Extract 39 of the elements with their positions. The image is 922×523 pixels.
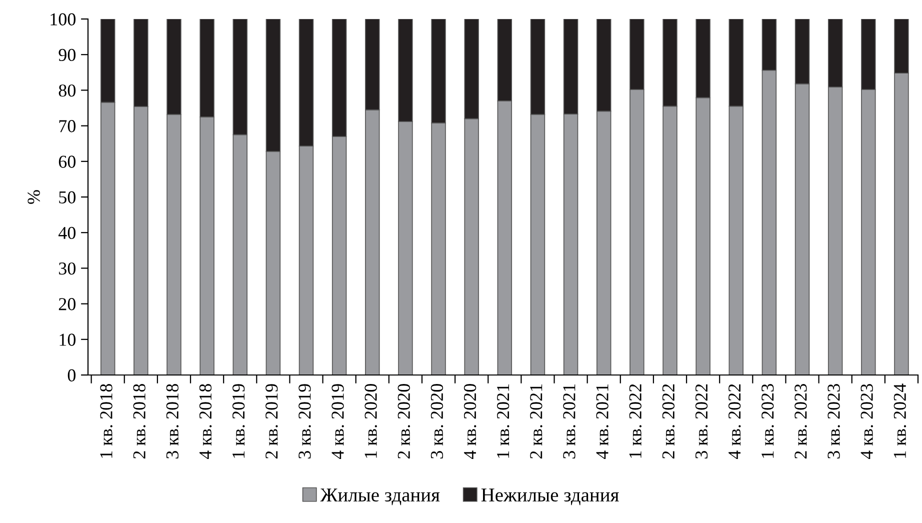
x-tick-label: 3 кв. 2022 <box>695 384 708 458</box>
y-tick-label: 20 <box>58 298 76 310</box>
x-tick-label: 2 кв. 2020 <box>398 384 410 459</box>
x-tick-label: 4 кв. 2022 <box>728 384 741 459</box>
x-tick-label: 3 кв. 2019 <box>298 384 311 458</box>
x-tick-label: 3 кв. 2021 <box>563 384 576 458</box>
x-tick-label: 1 кв. 2022 <box>629 384 642 458</box>
y-axis-title: % <box>28 190 40 204</box>
x-tick-label: 2 кв. 2019 <box>266 384 278 459</box>
x-tick-label: 1 кв. 2023 <box>762 384 774 458</box>
x-tick-label: 4 кв. 2020 <box>464 384 476 459</box>
x-tick-label: 1 кв. 2018 <box>100 384 112 458</box>
y-tick-label: 90 <box>58 48 76 62</box>
y-tick-label: 60 <box>58 156 76 168</box>
x-tick-label: 4 кв. 2021 <box>596 384 608 459</box>
x-tick-label: 3 кв. 2023 <box>828 384 840 458</box>
x-tick-label: 3 кв. 2018 <box>166 384 179 458</box>
y-tick-label: 50 <box>59 191 76 204</box>
x-tick-label: 4 кв. 2018 <box>199 384 212 459</box>
x-tick-label: 4 кв. 2023 <box>860 384 873 459</box>
legend-label: Жилые здания <box>320 488 440 506</box>
y-tick-label: 10 <box>60 334 76 346</box>
x-tick-label: 2 кв. 2023 <box>794 384 807 459</box>
x-tick-label: 2 кв. 2022 <box>662 384 675 459</box>
x-tick-label: 1 кв. 2024 <box>894 384 906 458</box>
y-tick-label: 40 <box>58 226 76 240</box>
x-tick-label: 3 кв. 2020 <box>430 384 444 458</box>
x-tick-label: 1 кв. 2021 <box>496 384 510 458</box>
x-tick-label: 4 кв. 2019 <box>332 384 344 459</box>
y-tick-label: 0 <box>68 369 76 382</box>
legend-label: Нежилые здания <box>481 488 619 506</box>
x-tick-label: 2 кв. 2018 <box>133 384 146 459</box>
x-tick-label: 1 кв. 2019 <box>232 384 245 458</box>
y-tick-label: 30 <box>59 262 76 275</box>
x-tick-label: 2 кв. 2021 <box>530 384 542 459</box>
y-tick-label: 70 <box>59 120 76 132</box>
x-tick-label: 1 кв. 2020 <box>364 384 377 458</box>
y-tick-label: 80 <box>58 84 76 97</box>
y-tick-label: 100 <box>50 13 76 26</box>
